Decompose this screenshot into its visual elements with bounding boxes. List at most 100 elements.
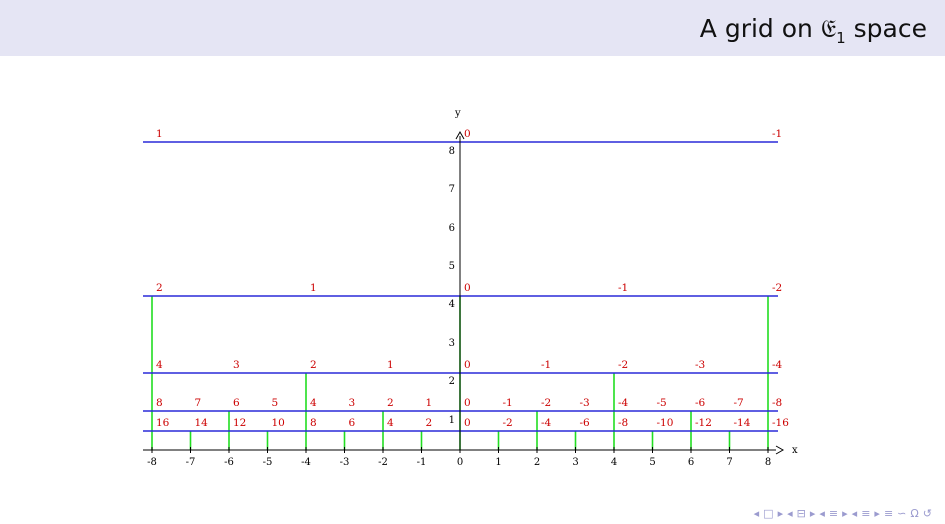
x-axis-label: x — [792, 445, 798, 456]
x-tick-label: 1 — [495, 457, 501, 468]
cell-label: 6 — [349, 417, 356, 429]
nav-control-icon[interactable]: ▸ — [777, 507, 785, 520]
cell-label: -1 — [541, 359, 551, 371]
nav-control-icon[interactable]: ▸ — [842, 507, 849, 520]
x-tick-label: 0 — [457, 457, 463, 468]
x-tick-label: -1 — [417, 457, 427, 468]
beamer-navigation: ◂ □ ▸ ◂ ⊟ ▸ ◂ ≡ ▸ ◂ ≡ ▸ ≡ ∽ Ω ↺ — [751, 507, 933, 520]
x-tick-label: 5 — [649, 457, 655, 468]
nav-control-icon[interactable]: ◂ — [787, 507, 794, 520]
cell-label: 2 — [426, 417, 433, 429]
nav-control-icon[interactable]: ∽ — [897, 507, 908, 520]
cell-label: 7 — [195, 397, 202, 409]
cell-label: -3 — [580, 397, 590, 409]
cell-label: -2 — [772, 282, 782, 294]
title-prefix: A grid on — [699, 14, 821, 43]
title-suffix: space — [845, 14, 927, 43]
nav-control-icon[interactable]: □ — [763, 507, 775, 520]
x-tick-label: 2 — [534, 457, 540, 468]
cell-label: 16 — [156, 417, 170, 429]
cell-label: -7 — [734, 397, 744, 409]
cell-label: -1 — [503, 397, 513, 409]
cell-label: 0 — [464, 417, 471, 429]
cell-label: 3 — [349, 397, 356, 409]
cell-label: 14 — [195, 417, 209, 429]
x-tick-label: -8 — [147, 457, 157, 468]
cell-label: -2 — [618, 359, 628, 371]
x-tick-label: -6 — [224, 457, 234, 468]
x-axis-arrow — [775, 445, 785, 455]
cell-label: 5 — [272, 397, 279, 409]
cell-label: -1 — [618, 282, 628, 294]
nav-control-icon[interactable]: ⊟ — [796, 507, 807, 520]
cell-label: -12 — [695, 417, 712, 429]
cell-label: 8 — [310, 417, 317, 429]
x-tick-label: 7 — [726, 457, 732, 468]
cell-label: 1 — [387, 359, 394, 371]
cell-label: 0 — [464, 128, 471, 140]
y-tick-label: 3 — [449, 338, 455, 349]
cell-label: -2 — [503, 417, 513, 429]
cell-label: 6 — [233, 397, 240, 409]
cell-label: -14 — [734, 417, 751, 429]
title-subscript: 1 — [836, 29, 846, 47]
cell-label: -5 — [657, 397, 667, 409]
y-tick-label: 7 — [449, 184, 455, 195]
nav-control-icon[interactable]: Ω — [910, 507, 920, 520]
x-tick-label: -7 — [186, 457, 196, 468]
cell-label: 4 — [310, 397, 317, 409]
cell-label: -8 — [618, 417, 628, 429]
slide-header: A grid on 𝔈1 space — [0, 0, 945, 56]
x-tick-label: 4 — [611, 457, 617, 468]
cell-label: -6 — [580, 417, 591, 429]
y-axis-label: y — [454, 108, 461, 119]
cell-label: 8 — [156, 397, 163, 409]
x-tick-label: 3 — [572, 457, 578, 468]
y-tick-label: 8 — [449, 146, 455, 157]
nav-control-icon[interactable]: ≡ — [883, 507, 895, 520]
nav-control-icon[interactable]: ◂ — [851, 507, 859, 520]
nav-control-icon[interactable]: ◂ — [819, 507, 826, 520]
cell-label: 2 — [387, 397, 394, 409]
y-tick-label: 6 — [449, 223, 455, 234]
cell-label: 4 — [387, 417, 394, 429]
cell-label: 2 — [310, 359, 317, 371]
y-tick-label: 4 — [449, 299, 455, 310]
cell-label: 10 — [272, 417, 285, 429]
nav-control-icon[interactable]: ↺ — [922, 507, 933, 520]
cell-label: 0 — [464, 359, 471, 371]
x-tick-label: 8 — [765, 457, 771, 468]
slide-title: A grid on 𝔈1 space — [700, 14, 927, 47]
cell-label: 0 — [464, 282, 471, 294]
y-axis-arrow — [455, 130, 465, 140]
x-tick-label: -2 — [378, 457, 388, 468]
cell-label: 0 — [464, 397, 471, 409]
cell-label: -4 — [618, 397, 629, 409]
cell-label: 4 — [156, 359, 163, 371]
cell-label: 12 — [233, 417, 246, 429]
x-tick-label: -5 — [263, 457, 273, 468]
x-tick-label: -3 — [340, 457, 350, 468]
cell-label: -3 — [695, 359, 705, 371]
nav-control-icon[interactable]: ▸ — [874, 507, 881, 520]
cell-label: -1 — [772, 128, 782, 140]
cell-label: 1 — [310, 282, 317, 294]
cell-label: -6 — [695, 397, 706, 409]
title-symbol: 𝔈 — [820, 14, 837, 43]
nav-control-icon[interactable]: ≡ — [828, 507, 840, 520]
cell-label: -10 — [657, 417, 674, 429]
cell-label: -4 — [772, 359, 783, 371]
cell-label: 2 — [156, 282, 163, 294]
nav-control-icon[interactable]: ≡ — [861, 507, 872, 520]
x-tick-label: -4 — [301, 457, 311, 468]
y-tick-label: 1 — [449, 415, 455, 426]
cell-label: 1 — [426, 397, 433, 409]
cell-label: 3 — [233, 359, 240, 371]
nav-control-icon[interactable]: ▸ — [809, 507, 817, 520]
x-tick-label: 6 — [688, 457, 694, 468]
y-tick-label: 2 — [449, 376, 455, 387]
nav-control-icon[interactable]: ◂ — [753, 507, 761, 520]
y-tick-label: 5 — [449, 261, 455, 272]
cell-label: -2 — [541, 397, 551, 409]
